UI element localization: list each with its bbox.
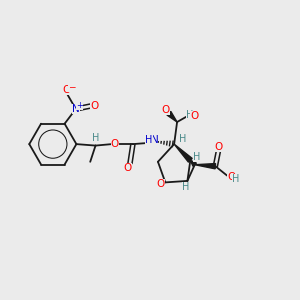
Text: H: H <box>232 174 240 184</box>
Text: N: N <box>151 135 158 145</box>
Text: O: O <box>162 105 170 115</box>
Text: O: O <box>214 142 222 152</box>
Text: +: + <box>76 101 83 110</box>
Text: H: H <box>146 135 153 145</box>
Text: O: O <box>110 139 119 149</box>
Text: −: − <box>68 83 76 92</box>
Text: O: O <box>157 179 165 189</box>
Polygon shape <box>174 144 192 162</box>
Text: O: O <box>124 163 132 173</box>
Text: H: H <box>186 110 194 120</box>
Text: H: H <box>182 182 190 192</box>
Polygon shape <box>167 111 177 122</box>
Text: O: O <box>90 101 98 111</box>
Text: N: N <box>72 104 80 114</box>
Polygon shape <box>195 164 216 169</box>
Text: H: H <box>92 133 99 143</box>
Text: O: O <box>190 111 199 121</box>
Text: H: H <box>193 152 200 162</box>
Text: O: O <box>227 172 236 182</box>
Text: O: O <box>63 85 71 95</box>
Text: H: H <box>179 134 187 144</box>
Polygon shape <box>190 160 196 167</box>
